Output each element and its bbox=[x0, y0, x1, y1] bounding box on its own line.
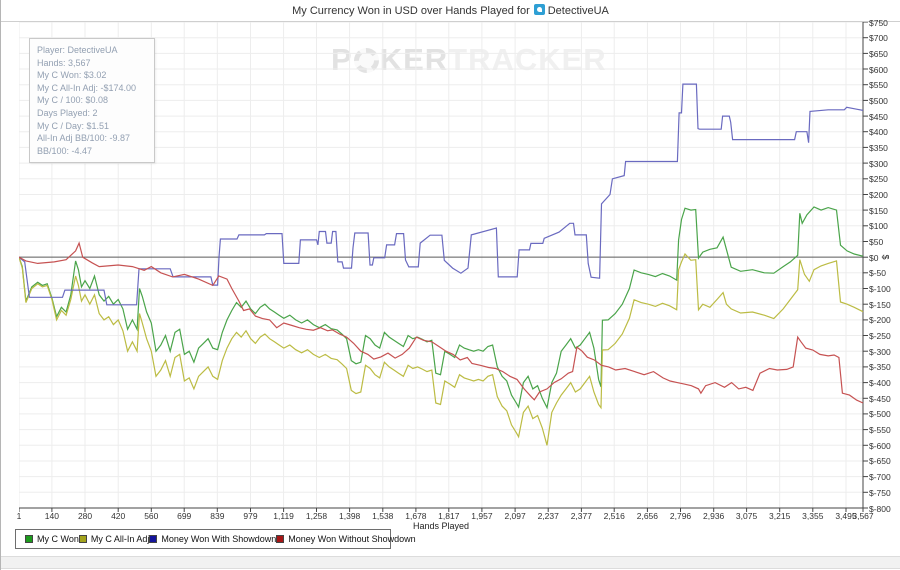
x-tick-label: 1,119 bbox=[273, 511, 294, 521]
y-tick-label: $-400 bbox=[869, 378, 891, 389]
stats-line: Player: DetectiveUA bbox=[37, 45, 118, 55]
x-tick-label: 2,796 bbox=[669, 511, 692, 521]
legend-item-money-won-with-showdown: Money Won With Showdown bbox=[149, 534, 276, 544]
stats-line: Days Played: 2 bbox=[37, 107, 98, 118]
y-tick-label: $250 bbox=[869, 174, 888, 185]
series-line-money-won-without-showdown bbox=[19, 241, 864, 404]
chart-title-player: DetectiveUA bbox=[547, 5, 609, 17]
x-tick-label: 3,355 bbox=[802, 511, 824, 521]
x-tick-label: 3,495 bbox=[835, 511, 857, 521]
x-tick-label: 1,678 bbox=[405, 511, 427, 521]
x-axis-title: Hands Played bbox=[412, 521, 470, 531]
y-tick-label: $-200 bbox=[869, 315, 891, 326]
y-tick-label: $-750 bbox=[869, 487, 891, 498]
y-tick-label: $500 bbox=[869, 95, 888, 106]
stats-panel: Player: DetectiveUA Hands: 3,567 My C Won:… bbox=[29, 38, 155, 164]
legend-swatch-icon bbox=[78, 535, 87, 543]
series-line-my-c-won bbox=[19, 206, 864, 410]
chart-legend: My C Won My C All-In Adj Money Won With Sh… bbox=[15, 529, 416, 549]
y-tick-label: $550 bbox=[869, 80, 888, 91]
pokertracker-watermark: P KER TRACKER bbox=[331, 42, 607, 78]
series-line-my-c-allin-adj bbox=[19, 252, 864, 446]
y-tick-label: $-800 bbox=[869, 503, 891, 514]
x-tick-label: 2,377 bbox=[570, 511, 592, 521]
y-tick-label: $300 bbox=[869, 158, 888, 169]
y-tick-label: $-550 bbox=[869, 425, 891, 436]
chart-title-prefix: My Currency Won in USD over Hands Played… bbox=[292, 5, 530, 17]
x-tick-label: 2,936 bbox=[703, 511, 725, 521]
x-tick-label: 140 bbox=[44, 511, 59, 521]
x-tick-label: 979 bbox=[243, 511, 258, 521]
y-tick-label: $150 bbox=[869, 205, 888, 216]
poker-chip-icon bbox=[353, 47, 379, 73]
x-tick-label: 3,215 bbox=[769, 511, 791, 521]
y-tick-label: $700 bbox=[869, 33, 888, 44]
watermark-ker: KER bbox=[379, 42, 449, 77]
y-tick-label: $100 bbox=[869, 221, 888, 232]
y-tick-label: $-450 bbox=[869, 393, 891, 404]
x-tick-label: 2,237 bbox=[537, 511, 559, 521]
x-tick-label: 3,567 bbox=[852, 511, 874, 521]
poker-site-icon bbox=[533, 4, 545, 15]
x-tick-label: 3,075 bbox=[735, 511, 758, 521]
stats-line: My C All-In Adj: -$174.00 bbox=[37, 82, 137, 93]
y-tick-label: $-650 bbox=[869, 456, 891, 467]
y-tick-label: $450 bbox=[869, 111, 888, 122]
legend-swatch-icon bbox=[276, 535, 285, 543]
y-tick-label: $-50 bbox=[869, 268, 887, 279]
watermark-tracker: TRACKER bbox=[448, 42, 607, 77]
chart-title: My Currency Won in USD over Hands Played… bbox=[1, 4, 900, 17]
y-tick-label: $400 bbox=[869, 127, 888, 138]
x-tick-label: 420 bbox=[111, 511, 126, 521]
y-tick-label: $-500 bbox=[869, 409, 891, 420]
y-axis-title: $ bbox=[880, 254, 891, 260]
stats-line: My C / 100: $0.08 bbox=[37, 95, 109, 106]
x-tick-label: 2,097 bbox=[504, 511, 526, 521]
x-tick-label: 1,258 bbox=[305, 511, 328, 521]
x-tick-label: 839 bbox=[210, 511, 225, 521]
legend-label: My C Won bbox=[37, 534, 79, 544]
y-tick-label: $-350 bbox=[869, 362, 891, 373]
x-tick-label: 1 bbox=[16, 511, 22, 521]
y-tick-label: $-150 bbox=[869, 299, 891, 310]
legend-swatch-icon bbox=[149, 535, 158, 543]
y-tick-label: $200 bbox=[869, 189, 888, 200]
y-tick-label: $-700 bbox=[869, 472, 891, 483]
legend-label: Money Won With Showdown bbox=[161, 534, 277, 544]
legend-item-money-won-without-showdown: Money Won Without Showdown bbox=[276, 534, 416, 544]
x-tick-label: 560 bbox=[144, 511, 159, 521]
stats-line: Hands: 3,567 bbox=[37, 57, 91, 68]
legend-item-my-c-won: My C Won bbox=[25, 534, 79, 544]
x-tick-label: 699 bbox=[177, 511, 192, 521]
y-tick-label: $-100 bbox=[869, 284, 891, 295]
x-tick-label: 1,398 bbox=[339, 511, 361, 521]
y-tick-label: $750 bbox=[869, 17, 888, 28]
watermark-p: P bbox=[331, 42, 353, 77]
legend-label: Money Won Without Showdown bbox=[288, 534, 416, 544]
stats-line: BB/100: -4.47 bbox=[37, 145, 93, 156]
legend-item-my-c-allin-adj: My C All-In Adj bbox=[78, 534, 150, 544]
x-tick-label: 1,817 bbox=[438, 511, 460, 521]
y-tick-label: $350 bbox=[869, 142, 888, 153]
y-tick-label: $600 bbox=[869, 64, 888, 75]
y-tick-label: $650 bbox=[869, 48, 888, 59]
stats-line: All-In Adj BB/100: -9.87 bbox=[37, 133, 131, 144]
y-tick-label: $50 bbox=[869, 236, 884, 247]
stats-line: My C Won: $3.02 bbox=[37, 70, 107, 81]
y-tick-label: $-250 bbox=[869, 331, 891, 342]
series-line-money-won-with-showdown bbox=[19, 83, 864, 306]
y-tick-label: $-600 bbox=[869, 440, 891, 451]
x-tick-label: 2,516 bbox=[603, 511, 625, 521]
x-tick-label: 2,656 bbox=[636, 511, 659, 521]
x-tick-label: 1,538 bbox=[372, 511, 394, 521]
x-tick-label: 280 bbox=[77, 511, 93, 521]
legend-swatch-icon bbox=[25, 535, 33, 543]
x-tick-label: 1,957 bbox=[471, 511, 493, 521]
stats-line: My C / Day: $1.51 bbox=[37, 120, 110, 131]
y-tick-label: $-300 bbox=[869, 346, 891, 357]
y-tick-label: $0 bbox=[869, 252, 879, 263]
horizontal-scrollbar[interactable] bbox=[1, 556, 900, 569]
legend-label: My C All-In Adj bbox=[90, 534, 150, 544]
